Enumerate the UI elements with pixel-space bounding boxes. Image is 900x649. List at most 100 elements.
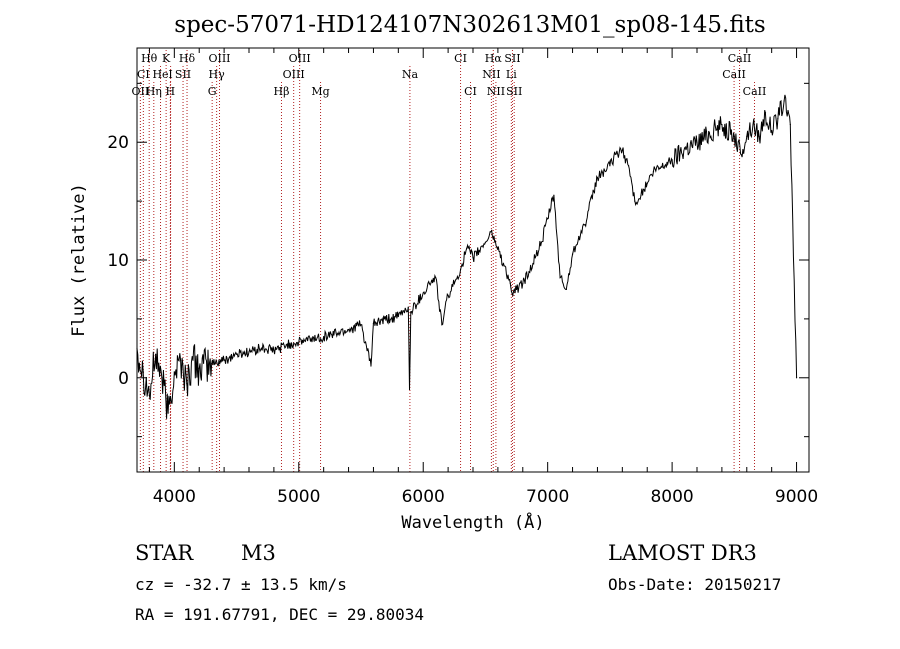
data-point-74	[721, 123, 723, 126]
data-point-65	[634, 200, 636, 202]
data-point-42	[491, 229, 493, 232]
data-point-85	[795, 377, 798, 379]
data-point-33	[435, 277, 437, 279]
data-point-54	[553, 194, 555, 196]
x-tick-label-7000: 7000	[526, 487, 569, 507]
data-point-61	[609, 165, 611, 167]
marker-label-10: He	[152, 68, 168, 81]
data-point-12	[223, 359, 225, 361]
marker-label-24: Mg	[311, 85, 329, 98]
data-point-58	[578, 235, 580, 238]
data-point-20	[323, 335, 325, 338]
y-tick-label-20: 20	[107, 133, 129, 153]
marker-label-15: Na	[402, 68, 419, 81]
data-point-11	[211, 363, 213, 365]
marker-label-27: SII	[506, 85, 522, 98]
data-point-56	[565, 288, 567, 291]
data-point-51	[534, 257, 536, 259]
marker-label-28: CaII	[743, 85, 767, 98]
marker-label-19: OII	[132, 85, 150, 98]
data-point-8	[186, 383, 188, 385]
data-point-23	[360, 324, 362, 326]
data-point-81	[771, 129, 773, 132]
data-point-16	[273, 350, 275, 352]
subclass: M3	[241, 541, 276, 565]
data-point-78	[752, 123, 754, 126]
y-axis-label: Flux (relative)	[69, 183, 89, 337]
data-point-35	[447, 294, 449, 296]
data-point-67	[646, 182, 648, 185]
data-point-28	[407, 306, 409, 308]
axis-ticks-group: 4000 5000 6000 7000 8000 9000 0 10 20	[107, 48, 818, 507]
marker-label-22: G	[208, 85, 217, 98]
data-point-59	[584, 224, 586, 226]
data-point-82	[777, 118, 779, 120]
data-point-22	[347, 328, 350, 331]
marker-label-0: Hθ	[141, 52, 158, 65]
data-point-17	[285, 344, 287, 346]
data-point-64	[627, 165, 630, 167]
data-point-44	[494, 240, 496, 242]
data-point-62	[615, 153, 617, 155]
marker-label-23: Hβ	[274, 85, 290, 98]
data-point-52	[540, 241, 543, 243]
plot-frame	[136, 47, 810, 473]
data-point-19	[310, 338, 312, 340]
marker-label-11: I	[168, 68, 172, 81]
data-point-36	[453, 282, 455, 285]
data-point-53	[547, 218, 549, 220]
data-point-48	[515, 288, 518, 291]
marker-label-3: OIII	[208, 52, 230, 65]
x-tick-label-6000: 6000	[402, 487, 445, 507]
data-point-83	[783, 100, 785, 102]
data-point-14	[248, 351, 250, 353]
marker-label-18: CaII	[722, 68, 746, 81]
data-point-32	[428, 282, 431, 285]
marker-label-12: SII	[175, 68, 191, 81]
data-point-24	[370, 365, 372, 367]
marker-label-8: CaII	[728, 52, 752, 65]
data-point-80	[764, 112, 767, 114]
x-tick-label-9000: 9000	[775, 487, 818, 507]
marker-label-17: Li	[506, 68, 517, 81]
y-tick-label-0: 0	[118, 369, 129, 389]
marker-label-1: K	[162, 52, 171, 65]
data-point-79	[758, 135, 760, 137]
marker-label-14: OIII	[283, 68, 305, 81]
data-point-27	[397, 315, 399, 318]
x-tick-label-4000: 4000	[153, 487, 196, 507]
data-point-75	[733, 135, 735, 137]
data-point-68	[652, 171, 655, 173]
data-point-7	[179, 359, 182, 361]
marker-label-6: Hα	[485, 52, 503, 65]
marker-label-25: CI	[464, 85, 477, 98]
marker-label-13: Hγ	[209, 68, 226, 81]
data-point-77	[746, 135, 748, 137]
series-group	[136, 94, 798, 419]
data-point-76	[739, 153, 742, 155]
data-point-45	[503, 265, 505, 267]
marker-label-7: SII	[504, 52, 520, 65]
x-tick-label-5000: 5000	[277, 487, 320, 507]
marker-label-9: CI	[137, 68, 150, 81]
data-point-49	[522, 282, 524, 285]
data-point-63	[621, 149, 623, 152]
data-point-30	[410, 311, 412, 313]
series-line-spectrum	[136, 94, 798, 419]
data-point-2	[148, 394, 151, 397]
data-point-84	[789, 123, 791, 126]
marker-label-4: OIII	[289, 52, 311, 65]
x-tick-label-8000: 8000	[650, 487, 693, 507]
data-point-21	[335, 332, 337, 334]
data-point-47	[512, 294, 514, 296]
marker-label-16: NII	[482, 68, 500, 81]
data-point-60	[596, 176, 599, 179]
data-point-5	[167, 412, 169, 414]
data-point-41	[484, 241, 487, 243]
data-point-13	[235, 353, 238, 355]
data-point-3	[155, 353, 157, 355]
marker-label-26: NII	[487, 85, 505, 98]
data-point-25	[372, 323, 375, 325]
x-axis-label: Wavelength (Å)	[401, 511, 544, 533]
